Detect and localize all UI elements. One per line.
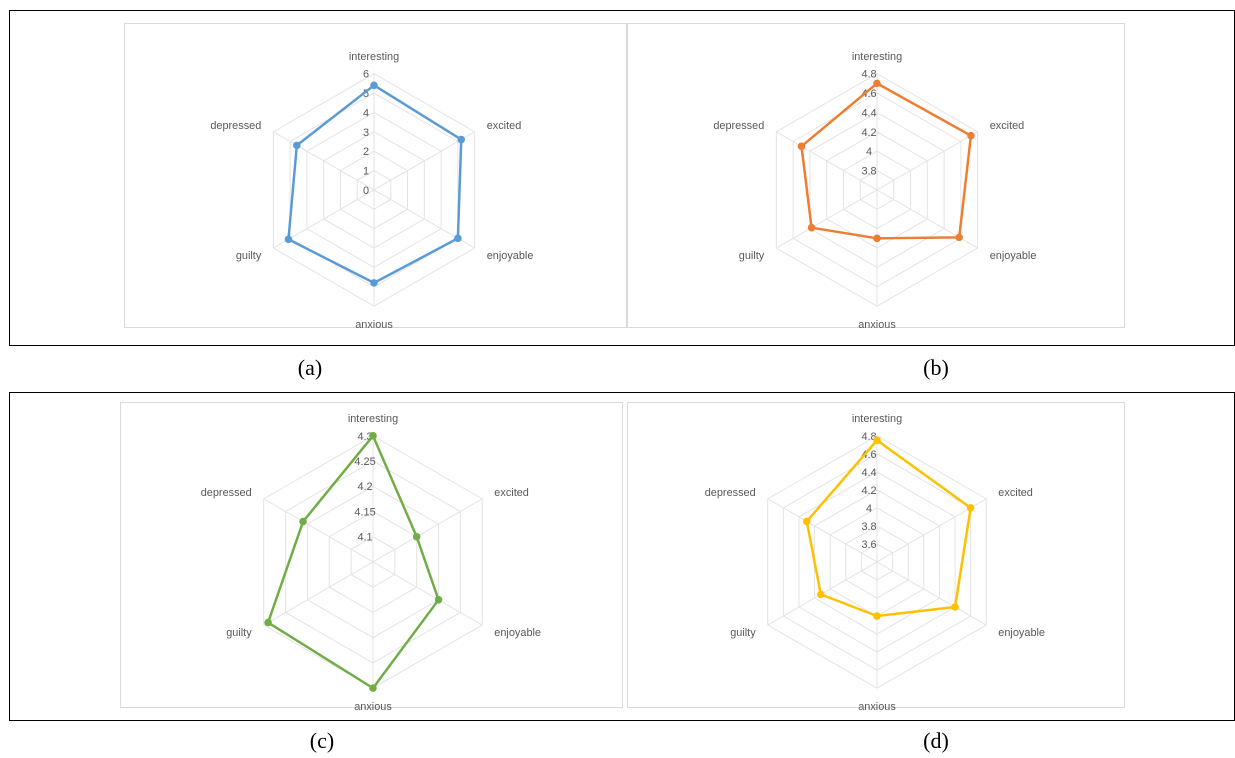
category-label-d: enjoyable — [998, 627, 1045, 639]
radar-chart-c: 4.14.154.24.254.3interestingexcitedenjoy… — [201, 413, 541, 713]
data-point-c — [369, 432, 377, 440]
tick-label-d: 4 — [866, 503, 872, 515]
chart-panel-b: 3.8 4 4.2 4.4 4.6 4.8 interesting excited enjoya… — [627, 23, 1125, 331]
data-point-c — [264, 618, 272, 627]
data-point-b — [967, 131, 975, 140]
data-point-c — [412, 532, 421, 541]
category-label-b: guilty — [739, 250, 765, 262]
data-point-b — [873, 234, 881, 243]
tick-label-a: 2 — [363, 146, 369, 158]
category-label-a: guilty — [236, 250, 262, 262]
radar-chart-a: 0 1 2 3 4 5 6 interesting excited enjoyable anxiou… — [210, 51, 534, 331]
tick-label-a: 4 — [363, 107, 369, 119]
tick-label-b: 4.6 — [861, 88, 876, 100]
series-line-a — [287, 84, 463, 285]
category-label-c: enjoyable — [494, 627, 541, 639]
spoke-d — [876, 561, 987, 626]
category-label-d: interesting — [852, 413, 902, 425]
spoke-c — [263, 561, 374, 626]
tick-label-b: 4.2 — [861, 127, 876, 139]
data-point-a — [454, 234, 462, 243]
category-label-b: anxious — [858, 319, 896, 331]
category-label-a: enjoyable — [487, 250, 534, 262]
tick-label-d: 3.6 — [861, 539, 876, 551]
caption-c: (c) — [309, 728, 335, 753]
category-label-c: excited — [494, 487, 529, 499]
tick-label-a: 6 — [363, 69, 369, 81]
chart-panel-c: 4.1 4.15 4.2 4.25 4.3 interesting excited enjoy… — [120, 402, 623, 713]
category-label-c: guilty — [226, 627, 252, 639]
category-label-d: anxious — [858, 701, 896, 713]
data-point-a — [457, 135, 466, 144]
tick-label-b: 4.8 — [861, 69, 876, 81]
category-label-a: depressed — [210, 120, 261, 132]
caption-d: (d) — [923, 728, 949, 753]
tick-label-c: 4.1 — [357, 532, 372, 544]
series-line-c — [266, 434, 440, 690]
data-point-a — [370, 81, 378, 90]
tick-label-c: 4.25 — [354, 456, 375, 468]
spoke-b — [776, 131, 878, 191]
tick-label-d: 4.8 — [861, 431, 876, 443]
tick-label-d: 4.2 — [861, 485, 876, 497]
data-point-c — [299, 517, 307, 526]
spoke-c — [263, 498, 374, 563]
category-label-b: excited — [990, 120, 1025, 132]
spoke-a — [273, 131, 375, 191]
data-point-d — [802, 517, 811, 526]
category-label-a: excited — [487, 120, 522, 132]
tick-label-d: 4.6 — [861, 449, 876, 461]
data-point-a — [293, 141, 301, 150]
category-label-c: interesting — [348, 413, 398, 425]
caption-b: (b) — [923, 355, 949, 380]
data-point-d — [951, 603, 959, 611]
category-label-b: enjoyable — [990, 250, 1037, 262]
category-label-d: guilty — [730, 627, 756, 639]
tick-label-a: 5 — [363, 88, 369, 100]
data-point-b — [873, 79, 881, 88]
category-label-d: depressed — [705, 487, 756, 499]
data-point-b — [955, 233, 963, 242]
spoke-b — [876, 131, 978, 191]
spoke-d — [767, 498, 878, 563]
category-label-a: anxious — [355, 319, 393, 331]
data-point-a — [370, 279, 378, 287]
tick-label-b: 3.8 — [861, 166, 876, 178]
category-label-c: depressed — [201, 487, 252, 499]
tick-label-a: 1 — [363, 166, 369, 178]
tick-label-d: 3.8 — [861, 521, 876, 533]
spoke-c — [372, 561, 483, 626]
data-point-d — [873, 436, 881, 445]
data-point-c — [434, 596, 443, 604]
radar-chart-b: 3.8 4 4.2 4.4 4.6 4.8 interesting excited enjoya… — [713, 51, 1037, 331]
tick-label-b: 4 — [866, 146, 872, 158]
chart-panel-a: 0 1 2 3 4 5 6 interesting excited enjoyable anxiou… — [124, 23, 627, 331]
spoke-c — [372, 498, 483, 563]
category-label-c: anxious — [354, 701, 392, 713]
caption-a: (a) — [297, 355, 323, 380]
tick-label-b: 4.4 — [861, 107, 876, 119]
data-point-d — [966, 504, 975, 512]
radar-chart-d: 3.6 3.8 4 4.2 4.4 4.6 4.8 interesting excited enj… — [705, 413, 1045, 713]
chart-panel-d: 3.6 3.8 4 4.2 4.4 4.6 4.8 interesting excited enj… — [627, 402, 1125, 713]
spoke-a — [373, 131, 475, 191]
data-point-a — [284, 235, 293, 244]
category-label-d: excited — [998, 487, 1033, 499]
data-point-d — [873, 612, 881, 620]
data-point-b — [807, 223, 816, 232]
data-point-b — [797, 142, 806, 151]
tick-label-c: 4.15 — [354, 506, 375, 518]
tick-label-a: 0 — [363, 185, 369, 197]
category-label-b: depressed — [713, 120, 764, 132]
category-label-a: interesting — [349, 51, 399, 63]
tick-label-c: 4.2 — [357, 481, 372, 493]
data-point-c — [369, 684, 377, 692]
category-label-b: interesting — [852, 51, 902, 63]
tick-label-d: 4.4 — [861, 467, 876, 479]
spoke-b — [776, 189, 878, 249]
tick-label-a: 3 — [363, 127, 369, 139]
data-point-d — [817, 590, 825, 599]
